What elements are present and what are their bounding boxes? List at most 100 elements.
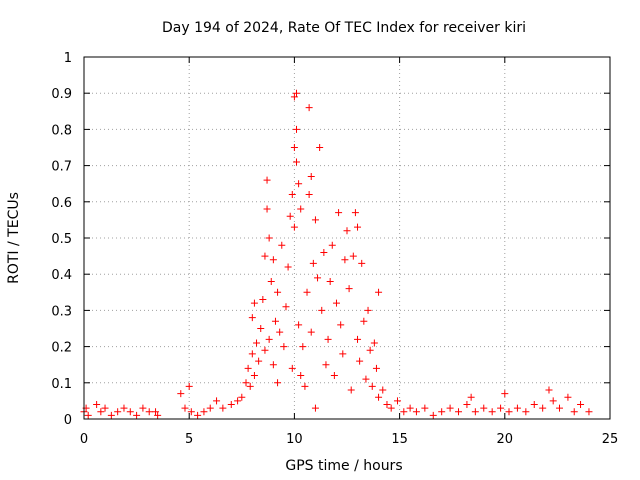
data-point xyxy=(227,401,235,409)
x-tick-label: 10 xyxy=(286,432,303,447)
data-point xyxy=(480,404,488,412)
data-point xyxy=(290,223,298,231)
x-tick-label: 25 xyxy=(602,432,619,447)
data-point xyxy=(375,288,383,296)
data-point xyxy=(295,321,303,329)
data-point xyxy=(278,241,286,249)
data-point xyxy=(154,411,162,419)
y-tick-label: 0.4 xyxy=(51,268,72,283)
data-point xyxy=(354,335,362,343)
data-point xyxy=(383,401,391,409)
x-axis-label: GPS time / hours xyxy=(285,458,402,474)
data-point xyxy=(253,339,261,347)
data-point xyxy=(446,404,454,412)
data-point xyxy=(126,408,134,416)
data-points xyxy=(80,89,593,419)
y-tick-label: 0.7 xyxy=(51,160,72,175)
data-point xyxy=(421,404,429,412)
data-point xyxy=(362,375,370,383)
data-point xyxy=(467,393,475,401)
data-point xyxy=(318,306,326,314)
data-point xyxy=(263,205,271,213)
data-point xyxy=(200,408,208,416)
y-tick-label: 0.2 xyxy=(51,341,72,356)
x-tick-label: 20 xyxy=(497,432,514,447)
data-point xyxy=(343,227,351,235)
data-point xyxy=(194,411,202,419)
y-tick-label: 0.5 xyxy=(51,232,72,247)
data-point xyxy=(368,382,376,390)
data-point xyxy=(364,306,372,314)
data-point xyxy=(339,350,347,358)
data-point xyxy=(274,288,282,296)
data-point xyxy=(488,408,496,416)
data-point xyxy=(101,404,109,412)
y-tick-label: 1 xyxy=(64,51,72,66)
data-point xyxy=(271,317,279,325)
data-point xyxy=(261,346,269,354)
data-point xyxy=(274,379,282,387)
data-point xyxy=(248,350,256,358)
data-point xyxy=(387,404,395,412)
data-point xyxy=(284,263,292,271)
data-point xyxy=(301,382,309,390)
data-point xyxy=(286,212,294,220)
y-tick-label: 0.8 xyxy=(51,123,72,138)
data-point xyxy=(513,404,521,412)
data-point xyxy=(322,361,330,369)
data-point xyxy=(354,223,362,231)
y-tick-label: 0.9 xyxy=(51,87,72,102)
data-point xyxy=(351,209,359,217)
data-point xyxy=(145,408,153,416)
data-point xyxy=(295,180,303,188)
data-point xyxy=(107,411,115,419)
data-point xyxy=(309,259,317,267)
data-point xyxy=(259,296,267,304)
data-point xyxy=(400,408,408,416)
data-point xyxy=(303,288,311,296)
data-point xyxy=(564,393,572,401)
data-point xyxy=(412,408,420,416)
data-point xyxy=(248,314,256,322)
data-point xyxy=(255,357,263,365)
data-point xyxy=(438,408,446,416)
data-point xyxy=(282,303,290,311)
data-point xyxy=(505,408,513,416)
data-point xyxy=(187,408,195,416)
data-point xyxy=(556,404,564,412)
data-point xyxy=(269,256,277,264)
y-tick-label: 0.6 xyxy=(51,196,72,211)
data-point xyxy=(372,364,380,372)
data-point xyxy=(265,234,273,242)
data-point xyxy=(280,343,288,351)
data-point xyxy=(358,259,366,267)
data-point xyxy=(585,408,593,416)
x-tick-label: 5 xyxy=(185,432,193,447)
data-point xyxy=(276,328,284,336)
data-point xyxy=(288,191,296,199)
data-point xyxy=(324,335,332,343)
y-tick-label: 0 xyxy=(64,413,72,428)
data-point xyxy=(177,390,185,398)
data-point xyxy=(539,404,547,412)
data-point xyxy=(455,408,463,416)
data-point xyxy=(522,408,530,416)
data-point xyxy=(311,216,319,224)
data-point xyxy=(206,404,214,412)
data-point xyxy=(244,364,252,372)
data-point xyxy=(366,346,374,354)
data-point xyxy=(570,408,578,416)
data-point xyxy=(234,397,242,405)
data-point xyxy=(133,411,141,419)
data-point xyxy=(330,372,338,380)
axis-ticks: 0 5 10 15 20 25 0 0.1 0.2 0.3 0.4 0.5 0.6 0.7 0.8 0.9 1 xyxy=(51,51,618,447)
data-point xyxy=(393,397,401,405)
data-point xyxy=(299,343,307,351)
data-point xyxy=(97,408,105,416)
data-point xyxy=(263,176,271,184)
data-point xyxy=(314,274,322,282)
data-point xyxy=(370,339,378,347)
data-point xyxy=(337,321,345,329)
data-point xyxy=(335,209,343,217)
data-point xyxy=(120,404,128,412)
